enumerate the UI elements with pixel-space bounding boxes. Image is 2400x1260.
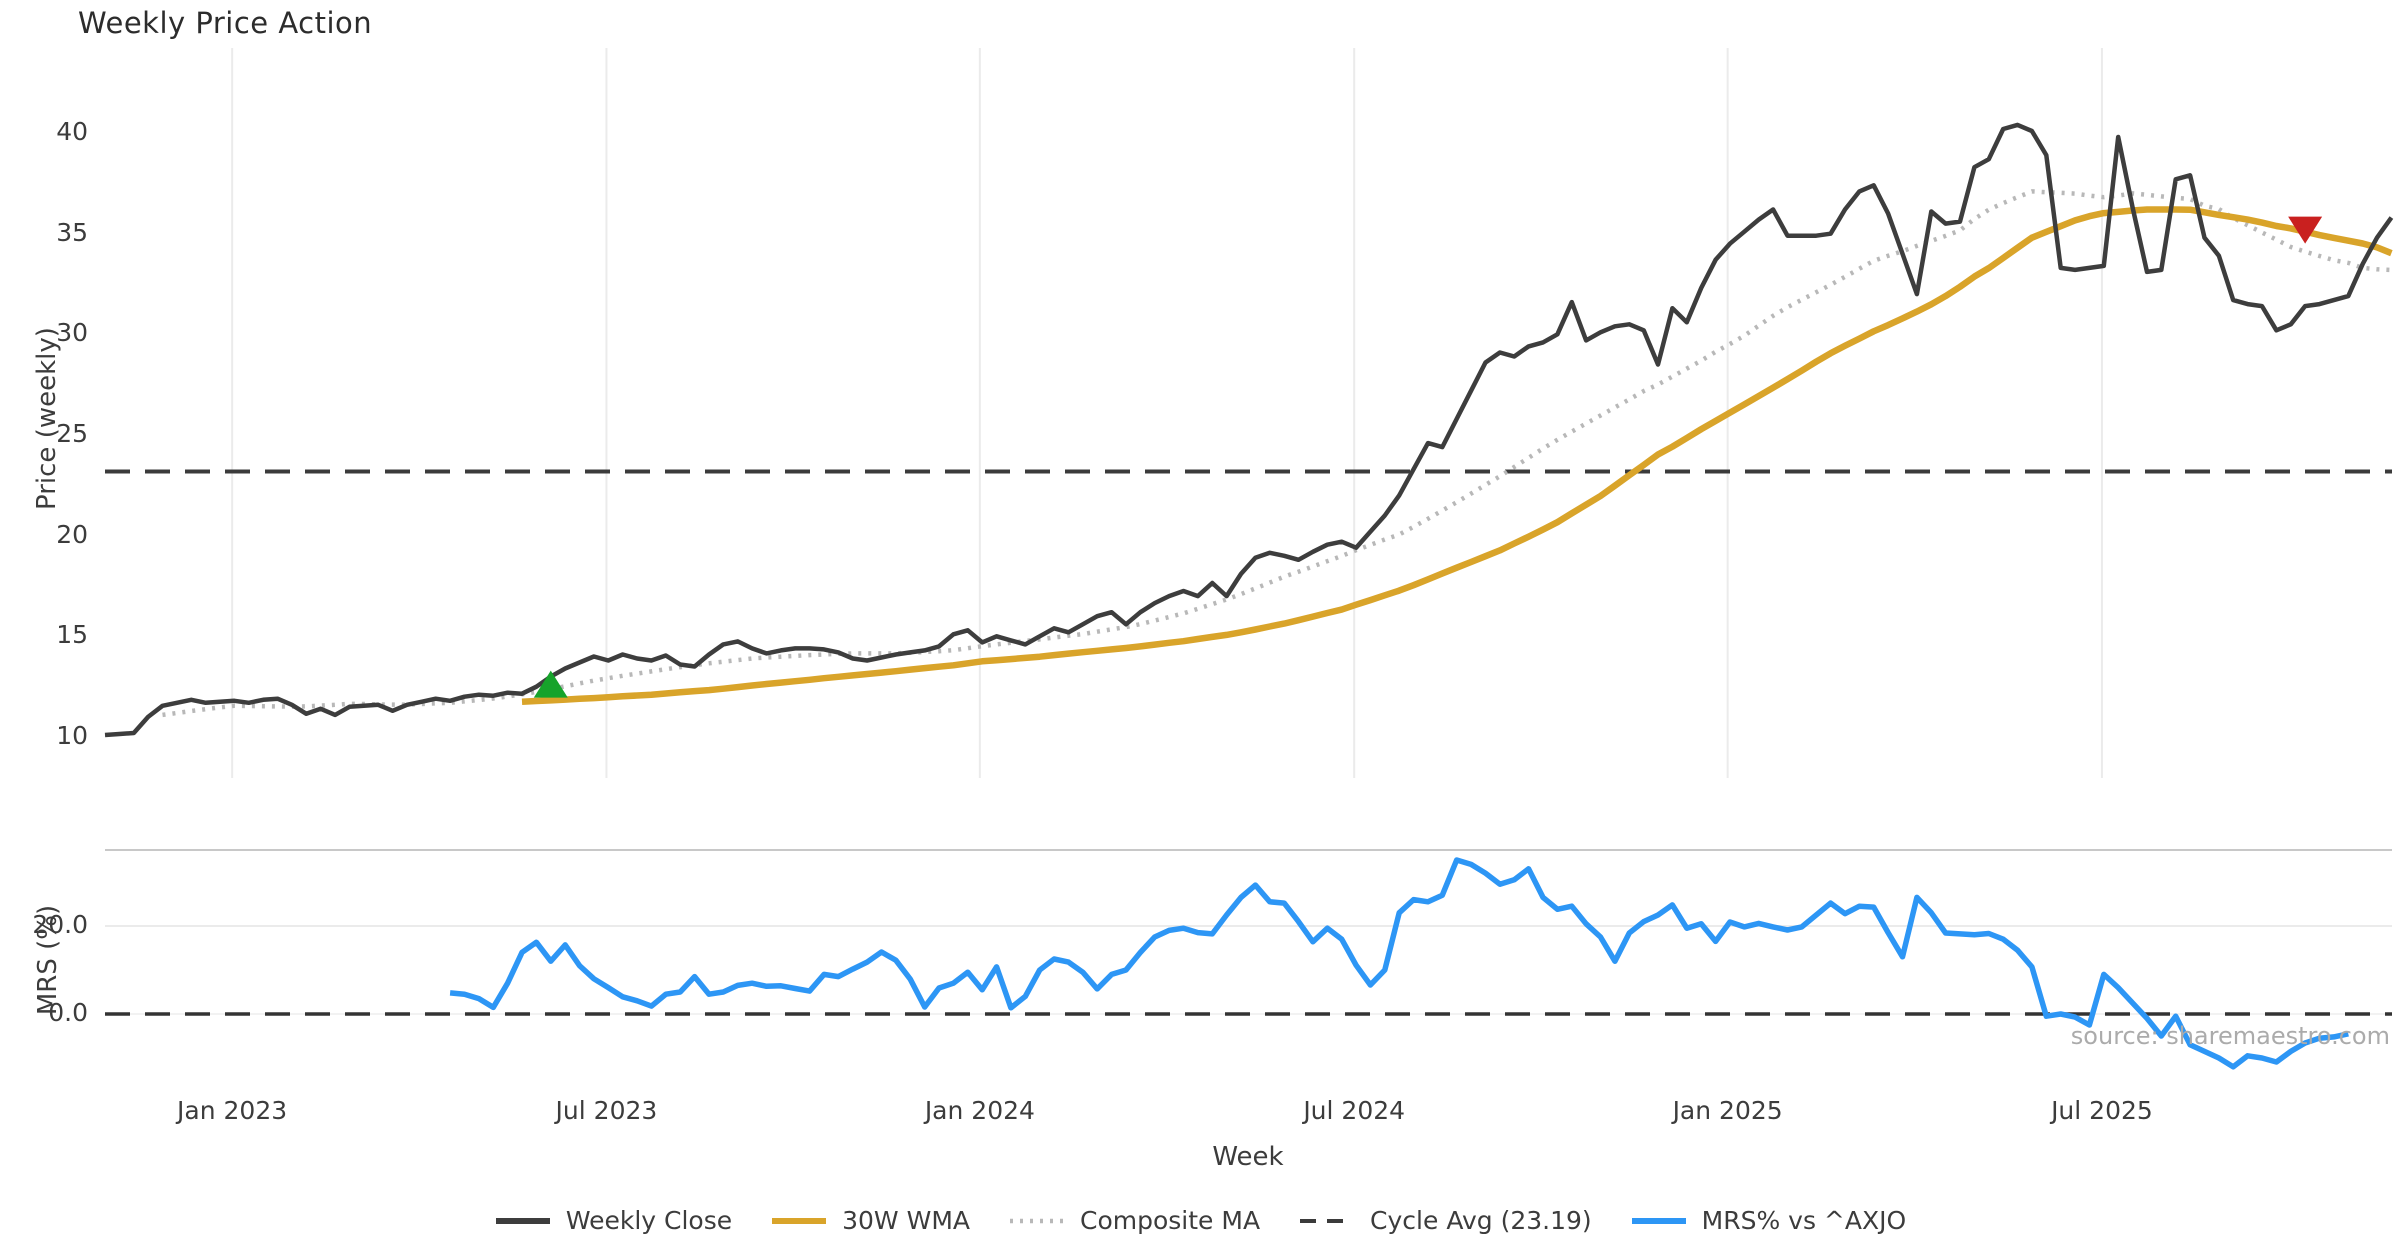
price-y-tick-label: 10 — [56, 721, 88, 750]
legend-line-sample — [1010, 1218, 1064, 1223]
buy-signal-marker — [533, 670, 568, 698]
chart-title: Weekly Price Action — [78, 6, 373, 40]
legend-item-cycle-avg-23-19-: Cycle Avg (23.19) — [1298, 1206, 1592, 1235]
legend-item-weekly-close: Weekly Close — [494, 1206, 732, 1235]
sell-signal-marker — [2288, 216, 2323, 244]
wma-30w-line — [521, 206, 2393, 706]
price-y-tick-label: 30 — [56, 318, 88, 348]
legend-label: Composite MA — [1080, 1206, 1261, 1235]
weekly-close-line — [104, 122, 2394, 738]
mrs-y-tick-label: 0.0 — [48, 998, 88, 1027]
legend-item-composite-ma: Composite MA — [1008, 1206, 1260, 1235]
price-y-tick-label: 20 — [56, 519, 88, 549]
price-y-tick-label: 15 — [56, 620, 88, 650]
legend-line-sample — [1300, 1218, 1355, 1223]
legend-label: Cycle Avg (23.19) — [1370, 1206, 1592, 1235]
price-y-tick-label: 40 — [56, 117, 88, 146]
x-tick-label: Jul 2023 — [555, 1096, 658, 1125]
legend-label: Weekly Close — [565, 1206, 733, 1235]
legend-item-mrs-vs-axjo: MRS% vs ^AXJO — [1630, 1206, 1907, 1235]
legend: Weekly Close 30W WMA Composite MA Cycle Avg… — [0, 1206, 2400, 1235]
legend-label: 30W WMA — [842, 1206, 970, 1235]
x-axis-label: Week — [1212, 1142, 1284, 1172]
x-tick-label: Jul 2024 — [1303, 1096, 1406, 1125]
x-tick-label: Jan 2023 — [177, 1096, 288, 1125]
legend-line-sample — [495, 1217, 550, 1224]
price-y-tick-label: 35 — [56, 217, 88, 247]
x-tick-label: Jan 2025 — [1672, 1096, 1783, 1125]
legend-item-30w-wma: 30W WMA — [770, 1206, 970, 1235]
legend-label: MRS% vs ^AXJO — [1701, 1206, 1907, 1235]
x-tick-label: Jan 2024 — [924, 1096, 1035, 1125]
legend-line-sample — [772, 1217, 827, 1224]
mrs-y-tick-label: 20.0 — [32, 910, 88, 939]
price-y-tick-label: 25 — [56, 419, 88, 448]
mrs-line — [449, 857, 2349, 1070]
x-tick-label: Jul 2025 — [2051, 1096, 2153, 1125]
legend-line-sample — [1631, 1217, 1686, 1224]
composite-ma-line — [162, 189, 2392, 718]
source-note: source: sharemaestro.com — [2070, 1022, 2390, 1050]
